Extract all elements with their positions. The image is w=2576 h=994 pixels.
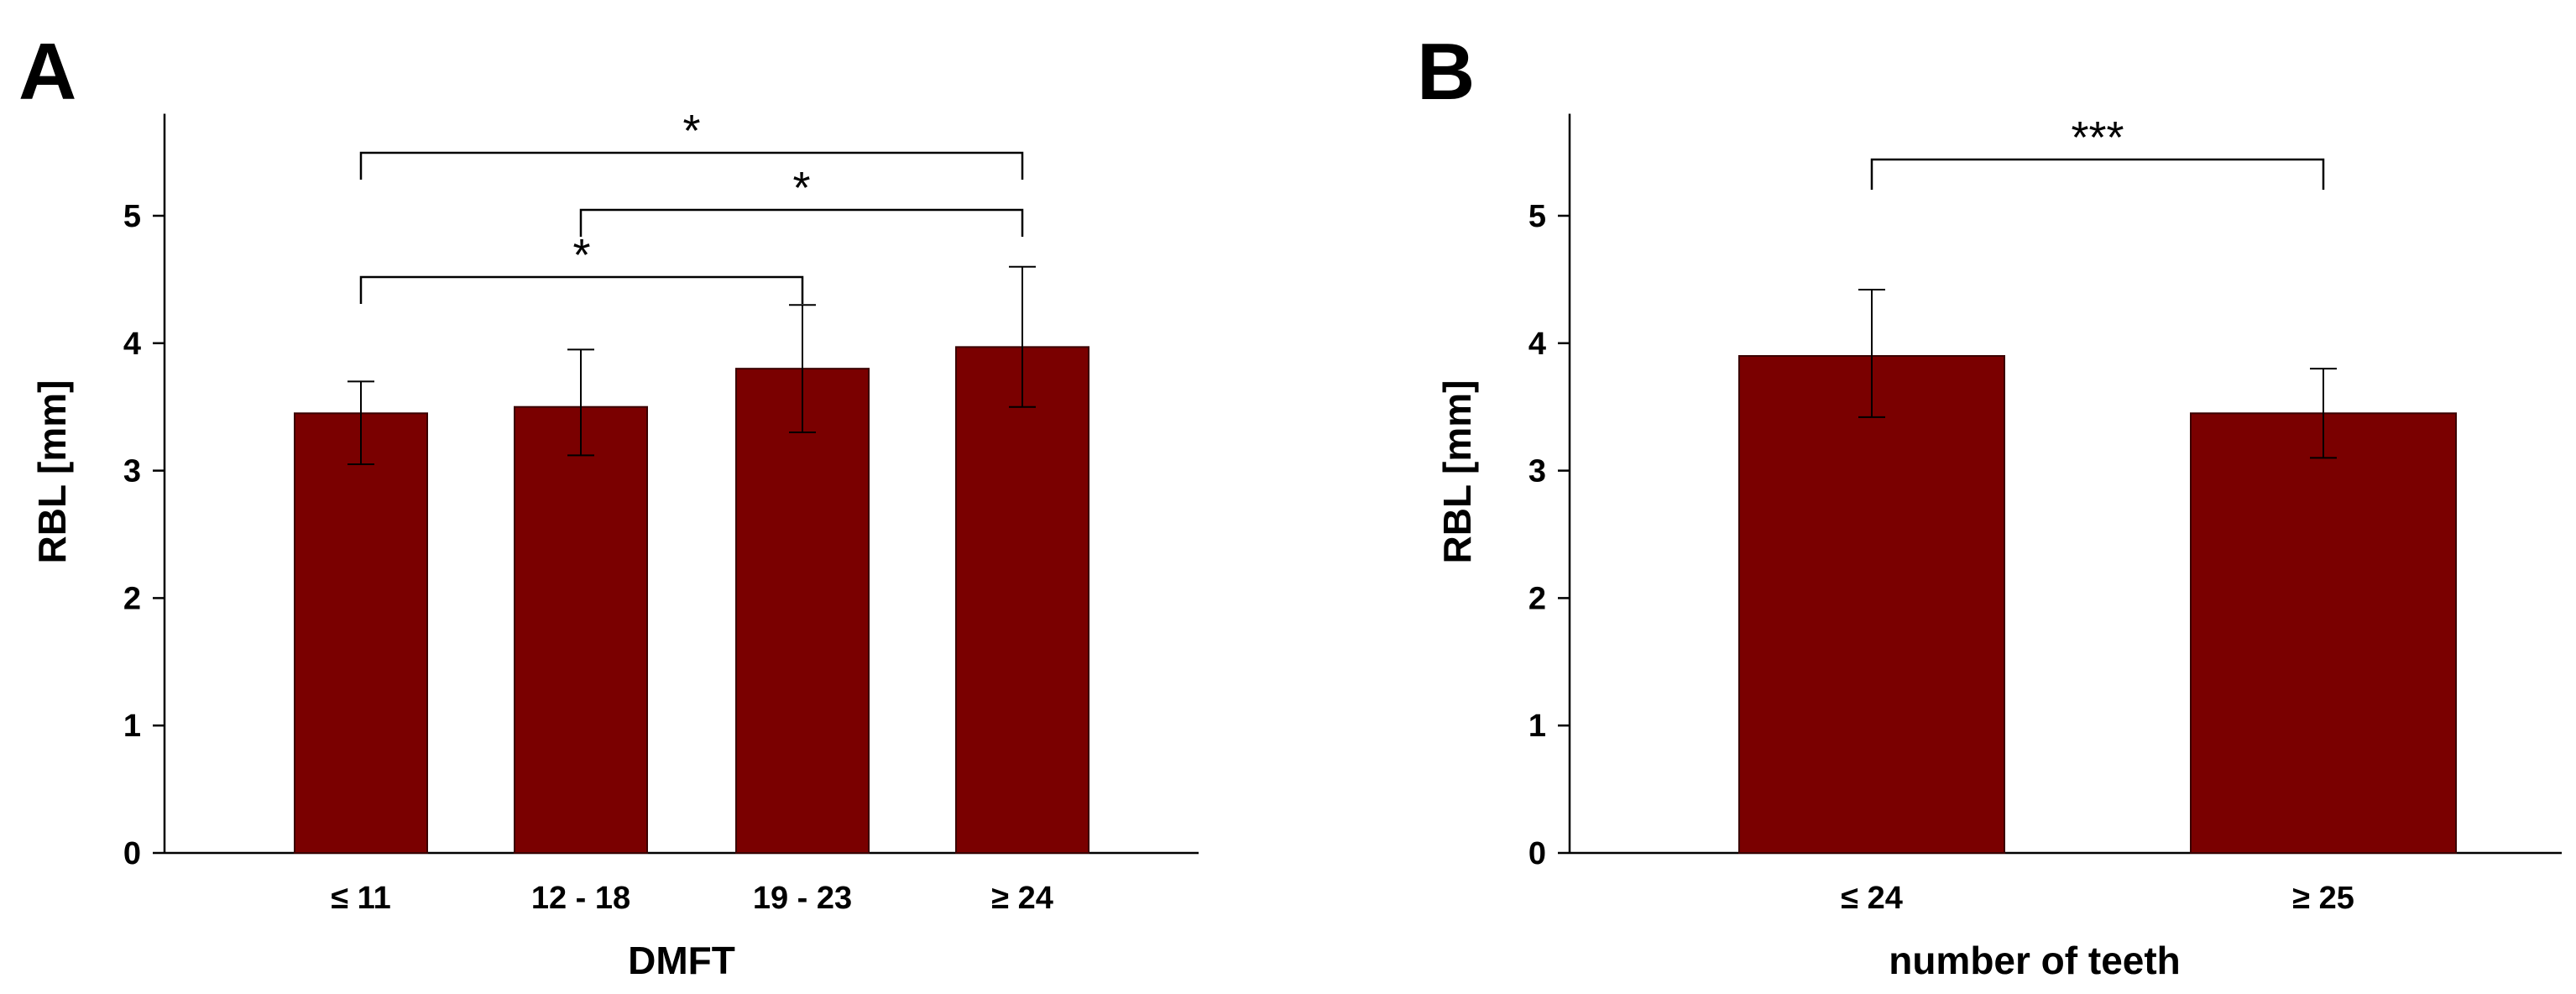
panel-a-y-tick-label: 4 (123, 327, 141, 362)
panel-a-y-tick-label: 0 (123, 836, 141, 871)
panel-b-y-axis-title: RBL [mm] (1435, 380, 1479, 564)
panel-b-y-tick-label: 4 (1528, 327, 1546, 362)
panel-a-y-tick-label: 2 (123, 581, 141, 616)
panel-b-significance-label: *** (2071, 112, 2124, 163)
panel-b-x-tick-label: ≤ 24 (1841, 881, 1903, 916)
panel-a-significance-bracket (359, 151, 1024, 180)
panel-b-label: B (1417, 27, 1475, 117)
panel-b-y-tick-label: 0 (1528, 836, 1546, 871)
panel-a: A RBL [mm] DMFT 0 1 2 3 4 5 ≤ 11 12 - 18 19 - 23… (18, 27, 1199, 982)
panel-a-y-tick-label: 5 (123, 199, 141, 234)
panel-b-y-tick-label: 1 (1528, 709, 1546, 744)
panel-a-y-tick-label: 1 (123, 709, 141, 744)
panel-b-y-tick-label: 5 (1528, 199, 1546, 234)
panel-a-y-axis-title: RBL [mm] (30, 380, 74, 564)
panel-a-bar (735, 368, 870, 855)
panel-b-y-tick-label: 3 (1528, 454, 1546, 489)
panel-a-bar (955, 346, 1089, 854)
panel-b-bar (1738, 354, 2005, 855)
panel-b-x-axis-title: number of teeth (1889, 939, 2181, 982)
panel-a-significance-bracket (579, 208, 1024, 237)
panel-a-x-tick-label: ≤ 11 (331, 881, 391, 916)
panel-a-label: A (18, 27, 76, 117)
panel-a-bar (294, 412, 428, 855)
panel-b-significance-bracket (1870, 158, 2325, 190)
panel-b-bar (2190, 412, 2457, 855)
panel-a-significance-label: * (682, 106, 700, 156)
panel-a-y-tick-label: 3 (123, 454, 141, 489)
panel-a-x-tick-label: 19 - 23 (753, 881, 852, 916)
panel-b-x-tick-label: ≥ 25 (2292, 881, 2354, 916)
panel-a-x-tick-label: 12 - 18 (531, 881, 630, 916)
panel-a-x-tick-label: ≥ 24 (991, 881, 1053, 916)
panel-b-y-tick-label: 2 (1528, 581, 1546, 616)
panel-a-significance-label: * (792, 163, 810, 213)
panel-a-bar (514, 405, 648, 854)
panel-a-significance-label: * (572, 230, 590, 280)
panel-b: B RBL [mm] number of teeth 0 1 2 3 4 5 ≤ 24 ≥ 2… (1417, 27, 2562, 982)
panel-a-significance-bracket (359, 275, 804, 304)
panel-a-x-axis-title: DMFT (628, 939, 735, 982)
